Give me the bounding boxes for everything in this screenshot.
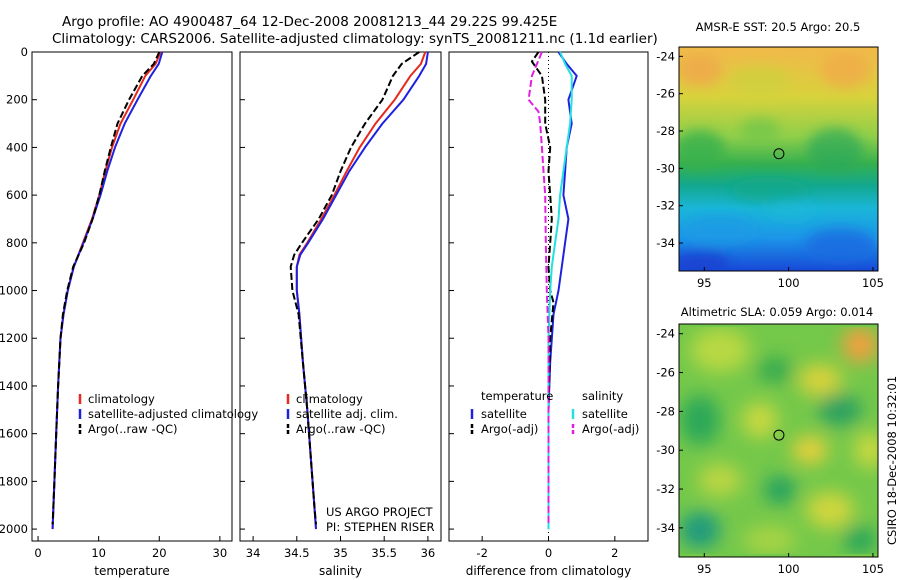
legend-label: satellite — [582, 407, 628, 421]
x-tick-label: -2 — [476, 546, 487, 560]
y-tick-label: 1400 — [0, 379, 28, 393]
legend-label: climatology — [296, 392, 363, 406]
y-tick-label: 1200 — [0, 331, 28, 345]
map-x-tick-label: 95 — [697, 276, 712, 290]
series-line — [547, 51, 573, 530]
project-line2: PI: STEPHEN RISER — [326, 520, 435, 534]
legend-label: Argo(-adj) — [582, 422, 639, 436]
map-x-tick-label: 105 — [862, 562, 884, 576]
argo-location-marker — [773, 148, 785, 160]
map-y-tick-label: -32 — [656, 482, 675, 496]
sla-map-title: Altimetric SLA: 0.059 Argo: 0.014 — [681, 305, 873, 319]
series-line — [289, 51, 420, 525]
x-axis-label: difference from climatology — [466, 564, 632, 578]
map-x-tick-label: 95 — [697, 562, 712, 576]
legend-label: Argo(..raw -QC) — [88, 422, 178, 436]
project-line1: US ARGO PROJECT — [326, 505, 434, 519]
x-axis-label: salinity — [319, 564, 362, 578]
legend-label: satellite-adjusted climatology — [88, 407, 258, 421]
x-tick-label: 30 — [213, 546, 228, 560]
map-y-tick-label: -26 — [656, 366, 675, 380]
series-line — [295, 51, 429, 530]
difference-panel: -2 0 2 difference from climatology temperatu… — [448, 51, 649, 578]
series-line — [295, 51, 427, 530]
temperature-panel: 0 200 400 600 800 1000 1200 1400 1600 1800 2000 0 10… — [0, 45, 258, 578]
map-y-tick-label: -24 — [656, 327, 675, 341]
x-tick-label: 35.5 — [371, 546, 397, 560]
x-tick-label: 35 — [333, 546, 348, 560]
x-tick-label: 34 — [246, 546, 261, 560]
y-tick-label: 600 — [6, 188, 28, 202]
legend-label: Argo(-adj) — [481, 422, 538, 436]
x-tick-label: 2 — [611, 546, 618, 560]
y-tick-label: 800 — [6, 236, 28, 250]
title-line2: Climatology: CARS2006. Satellite-adjuste… — [52, 31, 658, 47]
legend-header-temperature: temperature — [481, 389, 553, 403]
sst-map-image — [679, 47, 878, 271]
x-axis-label: temperature — [94, 564, 169, 578]
y-tick-label: 1000 — [0, 284, 28, 298]
legend-label: Argo(..raw -QC) — [296, 422, 386, 436]
legend-label: climatology — [88, 392, 155, 406]
sla-map-axes: -24 -26 -28 -30 -32 -34 95 100 105 — [656, 327, 884, 576]
map-y-tick-label: -30 — [656, 161, 675, 175]
y-tick-label: 1600 — [0, 427, 28, 441]
x-tick-label: 20 — [152, 546, 167, 560]
map-y-tick-label: -30 — [656, 443, 675, 457]
x-tick-label: 0 — [34, 546, 41, 560]
series-line — [51, 51, 161, 525]
y-tick-label: 400 — [6, 140, 28, 154]
x-tick-label: 34.5 — [284, 546, 310, 560]
map-y-tick-label: -34 — [656, 521, 675, 535]
map-y-tick-label: -28 — [656, 124, 675, 138]
y-tick-label: 200 — [6, 93, 28, 107]
map-x-tick-label: 100 — [778, 562, 800, 576]
legend-label: satellite adj. clim. — [296, 407, 398, 421]
map-y-tick-label: -28 — [656, 404, 675, 418]
map-y-tick-label: -32 — [656, 199, 675, 213]
x-tick-label: 0 — [545, 546, 552, 560]
y-tick-label: 1800 — [0, 474, 28, 488]
series-line — [527, 51, 550, 525]
sst-map-title: AMSR-E SST: 20.5 Argo: 20.5 — [696, 20, 861, 34]
series-line — [547, 51, 578, 530]
salinity-panel: 34 34.5 35 35.5 36 salinity climatologysatelli… — [239, 51, 442, 578]
legend-label: satellite — [481, 407, 527, 421]
map-x-tick-label: 100 — [778, 276, 800, 290]
sst-map-axes: -24 -26 -28 -30 -32 -34 95 100 105 — [656, 49, 884, 290]
x-tick-label: 10 — [91, 546, 106, 560]
legend-header-salinity: salinity — [582, 389, 623, 403]
series-line — [51, 51, 164, 530]
argo-location-marker — [773, 429, 785, 441]
map-y-tick-label: -26 — [656, 87, 675, 101]
series-line — [530, 51, 555, 525]
x-tick-label: 36 — [421, 546, 436, 560]
title-line1: Argo profile: AO 4900487_64 12-Dec-2008 … — [62, 14, 557, 30]
map-y-tick-label: -24 — [656, 49, 675, 63]
credit-text: CSIRO 18-Dec-2008 10:32:01 — [885, 376, 899, 545]
y-tick-label: 0 — [21, 45, 28, 59]
map-x-tick-label: 105 — [862, 276, 884, 290]
map-y-tick-label: -34 — [656, 236, 675, 250]
y-tick-label: 2000 — [0, 522, 28, 536]
plot-frame — [31, 51, 233, 542]
plot-frame — [239, 51, 442, 542]
sla-map-image — [679, 324, 878, 557]
